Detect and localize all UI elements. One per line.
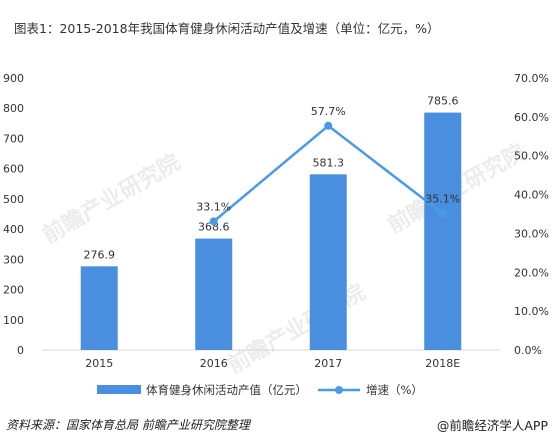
left-tick-label: 200: [3, 284, 24, 297]
bar-value-label: 368.6: [198, 221, 230, 234]
right-axis: 0.0% 10.0% 20.0% 30.0% 40.0% 50.0% 60.0% 70.0%: [514, 72, 549, 357]
legend-line-label: 增速（%）: [366, 383, 423, 397]
left-tick-label: 800: [3, 102, 24, 115]
watermark-1: 前瞻产业研究院: [223, 279, 369, 379]
growth-point: [324, 121, 333, 130]
bar: [424, 112, 462, 350]
growth-point: [209, 217, 218, 226]
left-tick-label: 900: [3, 72, 24, 85]
source-note: 资料来源：国家体育总局 前瞻产业研究院整理: [6, 418, 250, 432]
right-tick-label: 30.0%: [514, 227, 549, 240]
category-label: 2015: [85, 357, 113, 370]
bar-value-label: 785.6: [427, 95, 459, 108]
right-tick-label: 60.0%: [514, 111, 549, 124]
legend-bar-label: 体育健身休闲活动产值（亿元）: [146, 383, 307, 397]
right-tick-label: 40.0%: [514, 189, 549, 202]
bar-value-label: 581.3: [313, 156, 345, 169]
right-tick-label: 20.0%: [514, 266, 549, 279]
left-tick-label: 500: [3, 193, 24, 206]
right-tick-label: 50.0%: [514, 150, 549, 163]
bar: [80, 266, 118, 350]
growth-value-label: 35.1%: [425, 193, 460, 206]
watermark-0: 前瞻产业研究院: [38, 149, 184, 249]
brand-credit: @前瞻经济学人APP: [436, 418, 548, 433]
growth-value-label: 57.7%: [311, 105, 346, 118]
bar-series: 276.9 368.6 581.3 785.6: [80, 95, 462, 350]
left-axis: 0 100 200 300 400 500 600 700 800 900: [3, 72, 24, 357]
legend-line-marker: [335, 386, 343, 394]
left-tick-label: 300: [3, 253, 24, 266]
category-label: 2018E: [425, 357, 460, 370]
chart-title: 图表1：2015-2018年我国体育健身休闲活动产值及增速（单位：亿元，%）: [14, 21, 440, 36]
right-tick-label: 10.0%: [514, 305, 549, 318]
left-tick-label: 600: [3, 163, 24, 176]
category-label: 2016: [200, 357, 228, 370]
line-series: 33.1% 57.7% 35.1%: [196, 105, 460, 226]
right-tick-label: 70.0%: [514, 72, 549, 85]
growth-point: [438, 209, 447, 218]
left-tick-label: 100: [3, 314, 24, 327]
x-axis: 2015 2016 2017 2018E: [42, 349, 500, 370]
right-tick-label: 0.0%: [514, 344, 542, 357]
bar-value-label: 276.9: [84, 248, 116, 261]
legend-bar-swatch: [97, 385, 141, 394]
bar: [309, 174, 347, 350]
left-tick-label: 700: [3, 132, 24, 145]
category-label: 2017: [314, 357, 342, 370]
left-tick-label: 0: [17, 344, 24, 357]
growth-value-label: 33.1%: [196, 200, 231, 213]
left-tick-label: 400: [3, 223, 24, 236]
legend: 体育健身休闲活动产值（亿元） 增速（%）: [97, 383, 423, 397]
bar: [195, 238, 233, 350]
